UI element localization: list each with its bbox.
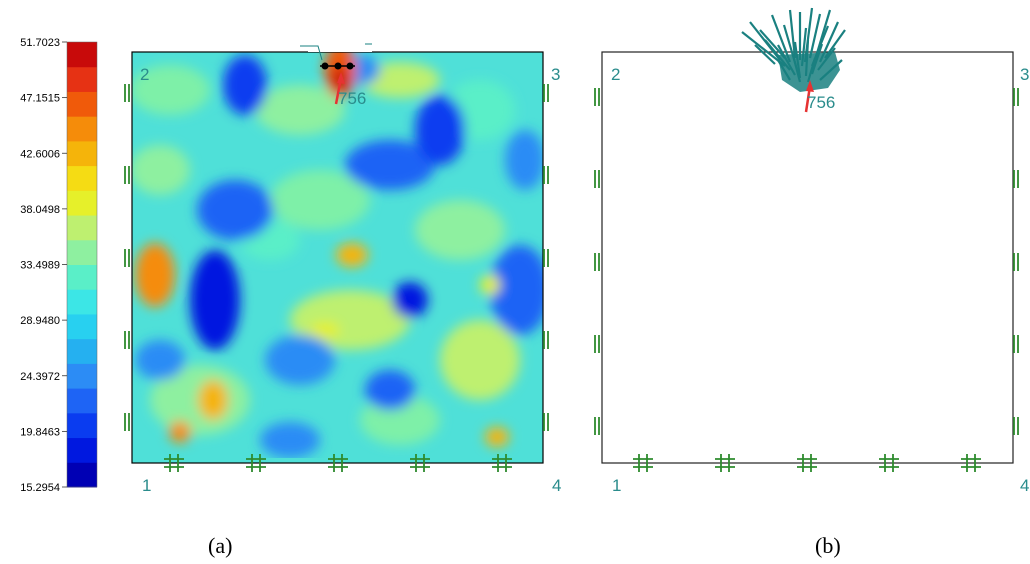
colorbar-segment (67, 313, 97, 340)
bottom-support (879, 454, 899, 472)
load-arrow-a (334, 72, 345, 105)
node-label-4: 4 (1020, 476, 1029, 495)
colorbar-tick-label: 24.3972 (20, 371, 60, 383)
node-label-2: 2 (611, 65, 620, 84)
colorbar-segment (67, 437, 97, 463)
colorbar-segment (67, 66, 97, 92)
colorbar-tick-label: 19.8463 (20, 426, 60, 438)
colorbar-tick-label: 28.9480 (20, 315, 60, 327)
colorbar-segment (67, 462, 97, 488)
vector-arrow (808, 13, 822, 59)
colorbar-segment (67, 363, 97, 389)
colorbar-tick-label: 38.0498 (20, 204, 60, 216)
contour-field (132, 52, 543, 463)
colorbar-segment (67, 116, 97, 142)
bottom-support (492, 454, 512, 472)
colorbar-segment (67, 264, 97, 290)
bottom-support (633, 454, 653, 472)
node-label-1: 1 (612, 476, 621, 495)
colorbar-tick-label: 47.1515 (20, 93, 60, 105)
bottom-support (961, 454, 981, 472)
vector-arrow (770, 14, 792, 63)
colorbar-segment (67, 338, 97, 364)
colorbar-segment (67, 165, 97, 191)
supports-a (124, 84, 549, 472)
supports-b (594, 88, 1019, 472)
colorbar-segment (67, 190, 97, 216)
node-label-1: 1 (142, 476, 151, 495)
colorbar-tick-label: 15.2954 (20, 482, 60, 494)
vector-mass (778, 52, 840, 92)
panel-b-frame (601, 51, 1014, 464)
node-label-4: 4 (552, 476, 561, 495)
bottom-support (164, 454, 184, 472)
bottom-support (246, 454, 266, 472)
colorbar-segment (67, 91, 97, 117)
colorbar-segment (67, 140, 97, 167)
panel-b: 756 2 3 1 4 (594, 7, 1029, 495)
node-label-3: 3 (1020, 65, 1029, 84)
node-label-2: 2 (140, 65, 149, 84)
vector-arrow (803, 7, 814, 63)
panel-a: 756 2 3 1 4 (124, 43, 561, 495)
colorbar-segment (67, 42, 97, 68)
bottom-support (715, 454, 735, 472)
caption-b: (b) (815, 533, 841, 558)
element-label-a: 756 (338, 89, 366, 108)
vector-cluster (741, 7, 846, 92)
vector-arrow (788, 9, 797, 59)
vector-arrow (754, 44, 776, 65)
colorbar-segment (67, 215, 97, 241)
load-notch (300, 43, 372, 70)
vector-arrow (759, 29, 786, 59)
colorbar-segments (67, 42, 97, 488)
caption-a: (a) (208, 533, 233, 558)
colorbar-segment (67, 239, 97, 265)
colorbar-ticks: 51.7023 47.1515 42.6006 38.0498 33.4989 28.94… (20, 37, 67, 494)
colorbar-segment (67, 412, 97, 439)
element-label-b: 756 (807, 93, 835, 112)
bottom-support (797, 454, 817, 472)
bottom-support (328, 454, 348, 472)
colorbar-tick-label: 33.4989 (20, 260, 60, 272)
node-label-3: 3 (551, 65, 560, 84)
contour-blobs (132, 52, 543, 458)
colorbar-tick-label: 51.7023 (20, 37, 60, 49)
bottom-support (410, 454, 430, 472)
colorbar-segment (67, 388, 97, 414)
colorbar-tick-label: 42.6006 (20, 148, 60, 160)
colorbar: 51.7023 47.1515 42.6006 38.0498 33.4989 28.94… (20, 37, 98, 494)
colorbar-segment (67, 289, 97, 315)
load-arrow-b (804, 80, 814, 113)
